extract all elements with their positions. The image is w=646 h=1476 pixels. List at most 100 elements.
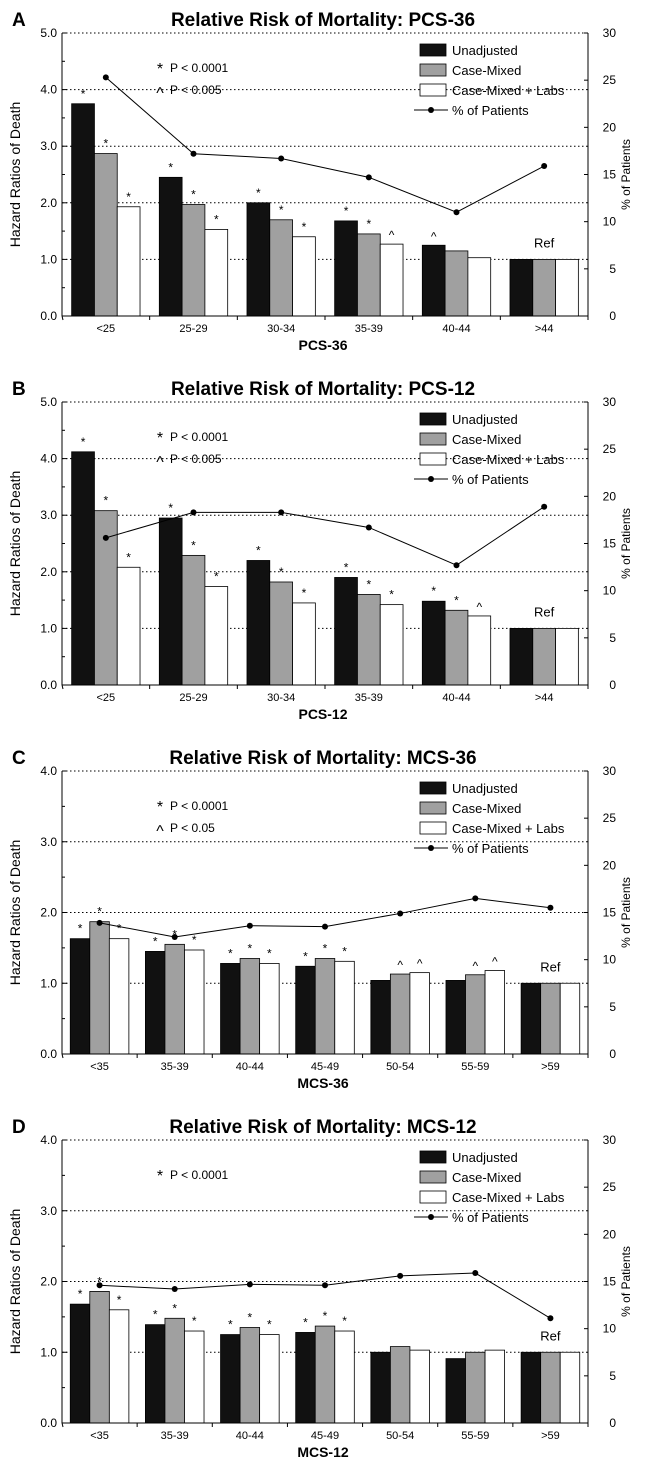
bar-case-mixed-6 xyxy=(532,627,556,686)
line-point-6 xyxy=(472,1270,479,1277)
significance-mark: * xyxy=(302,586,307,600)
legend-label-case-mixed-labs: Case-Mixed + Labs xyxy=(452,821,565,836)
bar-unadjusted-1 xyxy=(69,938,91,1055)
bar-unadjusted-2 xyxy=(145,1324,166,1424)
bar-case-mixed-5 xyxy=(444,250,469,317)
bar-unadjusted-5 xyxy=(421,600,446,686)
ref-label: Ref xyxy=(540,959,561,974)
significance-mark: ^ xyxy=(397,958,403,972)
significance-mark: * xyxy=(228,1318,233,1332)
significance-mark: * xyxy=(117,922,122,936)
y-tick-label: 2.0 xyxy=(40,565,57,579)
y2-tick-label: 10 xyxy=(603,953,617,967)
bar-case-mixed-labs-2 xyxy=(204,229,229,317)
line-point-5 xyxy=(397,910,404,917)
legend-label-case-mixed: Case-Mixed xyxy=(452,1170,521,1185)
annotation-symbol: ^ xyxy=(156,454,164,471)
legend-swatch-unadjusted xyxy=(419,781,447,795)
chart-panel-a: A Relative Risk of Mortality: PCS-36 * * * <2… xyxy=(0,0,646,369)
significance-mark: * xyxy=(191,187,196,201)
y-axis-label: Hazard Ratios of Death xyxy=(7,840,23,986)
x-tick-label: 35-39 xyxy=(161,1430,189,1442)
y-tick-label: 2.0 xyxy=(40,906,57,920)
significance-mark: * xyxy=(267,946,272,960)
significance-mark: * xyxy=(279,565,284,579)
line-percent-patients xyxy=(99,897,551,938)
bar-case-mixed-labs-3 xyxy=(292,236,316,317)
bar-unadjusted-4 xyxy=(295,1332,316,1424)
significance-mark: * xyxy=(78,922,83,936)
bar-unadjusted-5 xyxy=(370,980,391,1055)
x-tick-label: 25-29 xyxy=(179,323,207,335)
y2-tick-label: 5 xyxy=(609,1000,616,1014)
y-tick-label: 3.0 xyxy=(40,508,57,522)
bar-case-mixed-5 xyxy=(389,1346,411,1424)
line-point-7 xyxy=(547,1315,554,1322)
significance-mark: ^ xyxy=(472,959,478,973)
line-point-4 xyxy=(322,923,328,930)
legend-label-unadjusted: Unadjusted xyxy=(452,43,518,58)
significance-mark: * xyxy=(153,1308,158,1322)
legend-swatch-case-mixed-labs xyxy=(419,821,447,835)
x-tick-label: 40-44 xyxy=(236,1430,264,1442)
bar-case-mixed-labs-6 xyxy=(484,1349,505,1424)
bar-unadjusted-4 xyxy=(334,220,358,317)
significance-mark: * xyxy=(81,435,86,449)
y2-tick-label: 0 xyxy=(609,309,616,323)
x-axis-label: MCS-12 xyxy=(297,1444,349,1460)
line-point-2 xyxy=(190,509,197,516)
annotation-symbol: ^ xyxy=(156,85,164,102)
y-tick-label: 3.0 xyxy=(40,139,57,153)
x-tick xyxy=(61,1422,64,1428)
x-tick-label: 40-44 xyxy=(442,323,470,335)
x-tick-label: >59 xyxy=(541,1061,560,1073)
y-tick-label: 1.0 xyxy=(40,1345,57,1359)
y2-tick-label: 25 xyxy=(603,1180,617,1194)
x-tick-label: >44 xyxy=(535,323,554,335)
significance-mark: * xyxy=(192,933,197,947)
x-tick-label: <25 xyxy=(96,692,115,704)
x-tick-label: 55-59 xyxy=(461,1430,489,1442)
significance-mark: * xyxy=(153,934,158,948)
bar-case-mixed-labs-6 xyxy=(555,258,579,317)
chart-title: Relative Risk of Mortality: MCS-36 xyxy=(169,748,476,769)
legend-swatch-case-mixed xyxy=(419,63,447,77)
bar-unadjusted-2 xyxy=(158,176,183,317)
legend-swatch-case-mixed-labs xyxy=(419,83,447,97)
chart-svg-b: B Relative Risk of Mortality: PCS-12 * * * <2… xyxy=(7,379,633,722)
legend-label-percent-patients: % of Patients xyxy=(452,472,529,487)
y2-tick-label: 15 xyxy=(603,906,617,920)
legend-swatch-case-mixed xyxy=(419,1170,447,1184)
bar-unadjusted-3 xyxy=(220,1334,241,1424)
bar-case-mixed-labs-4 xyxy=(379,243,404,317)
bar-case-mixed-labs-6 xyxy=(484,970,505,1055)
significance-mark: * xyxy=(117,1293,122,1307)
y-tick-label: 4.0 xyxy=(40,452,57,466)
x-tick-label: 40-44 xyxy=(442,692,470,704)
y-tick-label: 0.0 xyxy=(40,1416,57,1430)
legend-swatch-unadjusted xyxy=(419,412,447,426)
significance-mark: * xyxy=(78,1287,83,1301)
significance-mark: * xyxy=(303,1315,308,1329)
chart-title: Relative Risk of Mortality: PCS-12 xyxy=(171,379,475,400)
ref-label: Ref xyxy=(534,235,555,250)
bar-case-mixed-labs-1 xyxy=(108,1309,130,1424)
legend-label-case-mixed: Case-Mixed xyxy=(452,63,521,78)
bar-case-mixed-labs-4 xyxy=(334,1330,355,1424)
legend-label-percent-patients: % of Patients xyxy=(452,103,529,118)
bar-case-mixed-3 xyxy=(239,958,261,1055)
significance-mark: ^ xyxy=(492,955,498,969)
bar-case-mixed-labs-2 xyxy=(204,586,229,686)
bar-unadjusted-5 xyxy=(421,244,446,317)
significance-mark: * xyxy=(172,1301,177,1315)
line-point-2 xyxy=(171,1286,178,1293)
bar-case-mixed-6 xyxy=(465,1351,486,1424)
panel-letter: C xyxy=(12,748,26,769)
bar-case-mixed-6 xyxy=(465,974,486,1055)
y-tick-label: 3.0 xyxy=(40,1204,57,1218)
bar-case-mixed-2 xyxy=(164,1317,185,1424)
x-tick xyxy=(61,1053,64,1059)
y-tick-label: 4.0 xyxy=(40,764,57,778)
chart-svg-a: A Relative Risk of Mortality: PCS-36 * * * <2… xyxy=(7,10,633,353)
line-point-3 xyxy=(278,155,285,162)
